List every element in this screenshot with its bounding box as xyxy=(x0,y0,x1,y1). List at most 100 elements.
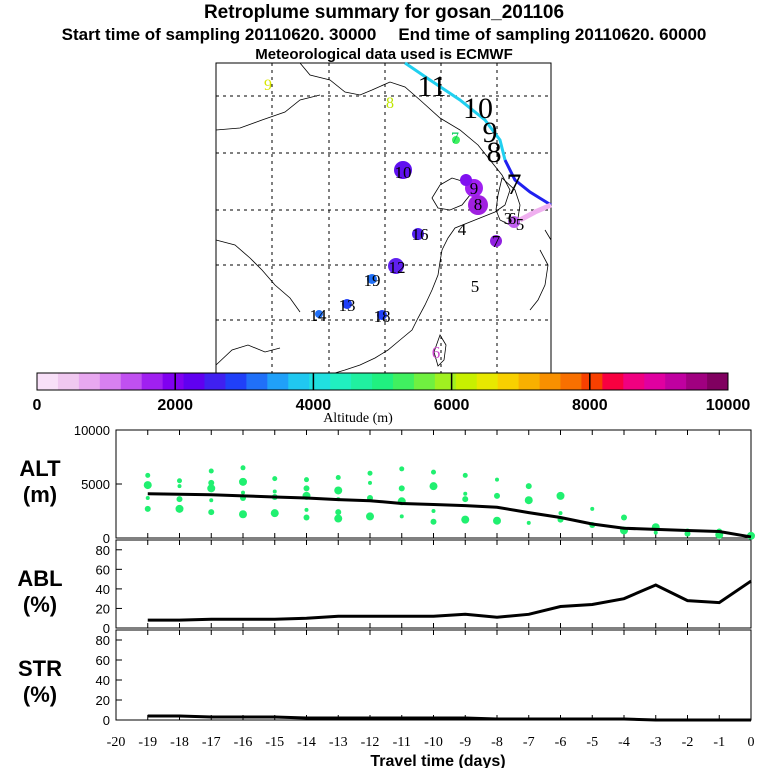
altitude-point xyxy=(303,485,310,492)
altitude-point xyxy=(684,530,691,537)
y-tick-label: 60 xyxy=(96,562,110,577)
map-label: 5 xyxy=(471,277,480,296)
y-tick-label: 80 xyxy=(96,633,110,648)
x-tick-label: -14 xyxy=(297,735,316,750)
panel-title: ALT xyxy=(19,456,61,481)
cluster-marker xyxy=(412,228,424,240)
colorbar-tick-label: 2000 xyxy=(157,397,193,414)
end-time: End time of sampling 20110620. 60000 xyxy=(398,25,707,44)
panel-title: STR xyxy=(18,656,62,681)
colorbar-tick-label: 8000 xyxy=(572,397,608,414)
cluster-marker xyxy=(468,195,488,215)
panel-alt: 0 5000 10000 ALT(m) xyxy=(19,423,755,546)
altitude-point xyxy=(525,483,532,490)
map-label: 4 xyxy=(458,220,467,239)
altitude-point xyxy=(493,516,501,525)
cluster-marker xyxy=(508,216,520,228)
map-label: 3 xyxy=(504,209,513,228)
colorbar-cell xyxy=(372,373,394,390)
colorbar-cell xyxy=(267,373,289,390)
colorbar-cell xyxy=(497,373,520,390)
altitude-point xyxy=(208,509,215,516)
y-tick-label: 0 xyxy=(103,713,110,728)
map-label: 7 xyxy=(492,232,501,251)
altitude-point xyxy=(176,496,183,503)
map-label: 9 xyxy=(264,77,272,94)
map-label: 18 xyxy=(374,307,391,326)
x-tick-label: -19 xyxy=(138,735,157,750)
y-tick-label: 80 xyxy=(96,543,110,558)
altitude-point xyxy=(431,469,436,475)
series-line xyxy=(147,714,751,722)
x-tick-label: -6 xyxy=(555,735,567,750)
colorbar-cell xyxy=(413,373,436,390)
altitude-point xyxy=(367,470,373,476)
trajectory-lower-segment xyxy=(503,159,552,207)
altitude-point xyxy=(145,496,150,501)
x-tick-label: -18 xyxy=(170,735,189,750)
colorbar-cell xyxy=(37,373,59,390)
map-label: 7 xyxy=(451,130,459,147)
altitude-point xyxy=(304,477,309,483)
colorbar-cell xyxy=(162,373,184,390)
map-label: 13 xyxy=(339,296,356,315)
altitude-point xyxy=(334,514,343,523)
cluster-marker xyxy=(460,174,472,186)
colorbar-cell xyxy=(518,373,540,390)
altitude-point xyxy=(653,530,658,535)
colorbar-frame xyxy=(36,372,729,391)
altitude-point xyxy=(462,496,469,503)
cluster-marker xyxy=(315,310,323,318)
colorbar-cell xyxy=(57,373,80,390)
altitude-point xyxy=(304,507,309,512)
altitude-point xyxy=(177,484,182,489)
altitude-point xyxy=(209,498,214,503)
altitude-point xyxy=(366,512,374,521)
cluster-marker xyxy=(342,299,352,309)
colorbar-cell xyxy=(707,373,729,390)
x-tick-label: -10 xyxy=(424,735,443,750)
map-label: 14 xyxy=(310,306,328,325)
series-line xyxy=(147,492,752,539)
met-data-note: Meteorological data used is ECMWF xyxy=(255,46,513,63)
altitude-point xyxy=(239,477,247,486)
map-label: 6 xyxy=(432,343,441,362)
altitude-point xyxy=(590,506,595,511)
x-tick-label: -20 xyxy=(107,735,126,750)
colorbar-tick-label: 6000 xyxy=(434,397,470,414)
altitude-point xyxy=(368,480,372,485)
y-tick-label: 20 xyxy=(96,601,110,616)
panel-unit: (m) xyxy=(23,482,57,507)
panel-unit: (%) xyxy=(23,682,57,707)
map-label: 11 xyxy=(418,70,447,103)
x-tick-label: -12 xyxy=(361,735,380,750)
map-label: 8 xyxy=(487,136,502,169)
colorbar-cell xyxy=(183,373,205,390)
map-label: 12 xyxy=(389,258,406,277)
colorbar-cell xyxy=(351,373,373,390)
panel-title: ABL xyxy=(17,566,62,591)
trajectory-lines xyxy=(404,61,553,223)
taiwan-coast xyxy=(433,334,447,367)
y-tick-label: 0 xyxy=(103,621,110,636)
colorbar-tick-label: 0 xyxy=(33,397,42,414)
x-tick-label: -1 xyxy=(713,735,725,750)
colorbar-cell xyxy=(455,373,478,390)
altitude-point xyxy=(208,468,214,474)
colorbar-cell xyxy=(99,373,122,390)
colorbar-cell xyxy=(686,373,708,390)
start-time: Start time of sampling 20110620. 30000 xyxy=(61,25,377,44)
altitude-point xyxy=(239,510,247,519)
y-tick-label: 20 xyxy=(96,693,110,708)
y-tick-label: 0 xyxy=(103,531,110,546)
altitude-point xyxy=(429,482,438,491)
altitude-point xyxy=(430,518,437,525)
x-tick-label: -3 xyxy=(650,735,662,750)
chart-title: Retroplume summary for gosan_201106 xyxy=(203,2,565,23)
altitude-point xyxy=(175,504,184,513)
altitude-point xyxy=(462,472,468,478)
colorbar-tick-label: 10000 xyxy=(706,397,751,414)
colorbar-cells xyxy=(37,373,729,390)
